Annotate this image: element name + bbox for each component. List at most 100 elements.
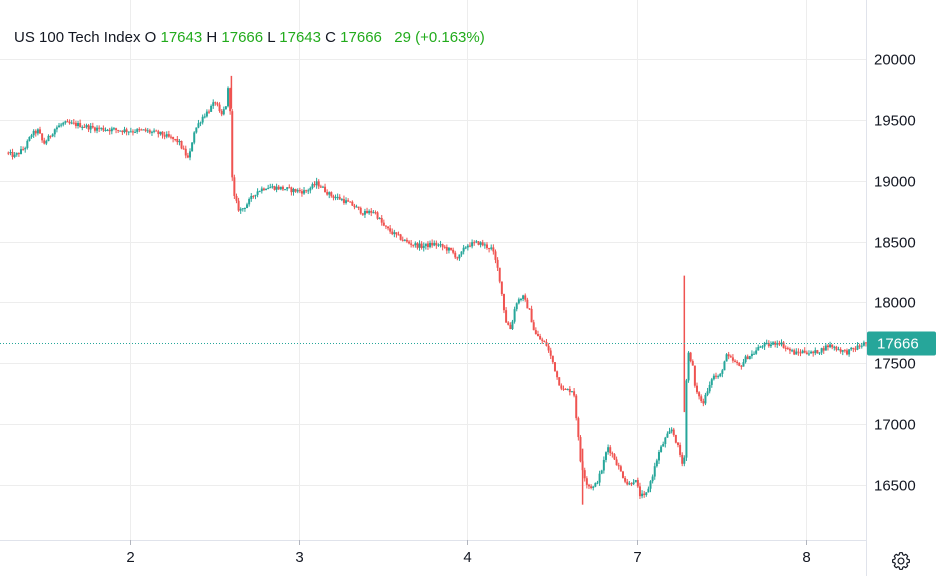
candle-body [641, 493, 644, 497]
candle-body [502, 294, 505, 311]
candle-body [334, 197, 337, 199]
candle-body [142, 129, 145, 131]
candle-body [841, 350, 844, 352]
candle-body [199, 122, 202, 124]
candle-body [462, 247, 465, 252]
candle-body [483, 244, 486, 246]
candle-body [615, 459, 618, 466]
candle-body [645, 492, 648, 495]
candle-body [657, 452, 660, 461]
y-tick-label: 19000 [874, 174, 916, 191]
candle-body [296, 190, 299, 192]
candle-body [534, 330, 537, 335]
candle-body [288, 187, 291, 189]
x-tick-label: 8 [802, 549, 810, 566]
candle-body [632, 482, 635, 485]
candle-body [87, 125, 90, 130]
candle-body [528, 308, 531, 310]
candle-body [134, 131, 137, 133]
candle-body [858, 345, 861, 347]
candle-body [736, 361, 739, 363]
candle-body [513, 309, 516, 322]
candle-body [233, 177, 236, 196]
candle-body [473, 242, 476, 244]
candle-body [305, 190, 308, 192]
candle-body [477, 241, 480, 245]
candle-body [391, 231, 394, 235]
candle-body [254, 194, 257, 197]
candle-body [410, 243, 413, 245]
candle-body [590, 486, 593, 488]
candle-body [558, 377, 561, 386]
candle-body [672, 429, 675, 435]
candle-body [81, 126, 84, 128]
candle-body [519, 298, 522, 300]
candle-body [452, 249, 455, 253]
candle-body [744, 356, 747, 363]
candle-body [479, 242, 482, 245]
candle-body [256, 191, 259, 195]
candle-body [600, 470, 603, 474]
y-tick-label: 16500 [874, 478, 916, 495]
candle-body [824, 345, 827, 351]
candle-body [281, 186, 284, 190]
low-label: L [267, 29, 276, 46]
candle-body [300, 191, 303, 194]
candle-body [543, 340, 546, 343]
candle-body [509, 324, 512, 330]
candle-body [769, 344, 772, 347]
candle-body [49, 135, 52, 137]
candle-body [349, 201, 352, 203]
candle-body [598, 473, 601, 483]
candle-body [53, 129, 56, 135]
candle-body [176, 138, 179, 143]
candle-body [248, 199, 251, 205]
axes: 20000 19500 19000 18500 18000 17500 17000 16500… [126, 52, 915, 567]
candle-body [604, 452, 607, 460]
candle-body [208, 111, 211, 113]
x-tick-label: 2 [126, 549, 134, 566]
candle-body [454, 252, 457, 258]
candle-body [624, 477, 627, 482]
candle-body [229, 88, 232, 112]
candle-body [715, 375, 718, 377]
candle-body [740, 365, 743, 367]
candle-body [326, 192, 329, 195]
candle-series [7, 75, 867, 505]
candle-body [556, 371, 559, 378]
candle-body [216, 103, 219, 105]
candle-body [408, 241, 411, 244]
candle-body [252, 195, 255, 197]
candle-body [43, 140, 46, 144]
candle-body [748, 356, 751, 360]
candle-body [687, 352, 690, 381]
candle-body [617, 465, 620, 467]
candle-body [79, 123, 82, 128]
candle-body [184, 148, 187, 156]
candle-body [507, 322, 510, 325]
candle-body [464, 247, 467, 249]
candle-body [564, 389, 567, 391]
candle-body [191, 142, 194, 152]
candle-body [494, 251, 497, 260]
candle-body [549, 350, 552, 356]
candle-body [144, 129, 147, 131]
close-value: 17666 [340, 29, 382, 46]
candle-body [721, 370, 724, 374]
candle-body [562, 388, 565, 390]
gear-icon[interactable] [890, 550, 912, 572]
candle-body [265, 188, 268, 190]
candle-body [592, 486, 595, 488]
candle-body [163, 135, 166, 137]
y-tick-label: 18000 [874, 295, 916, 312]
candle-body [628, 483, 631, 485]
last-price-tag [867, 331, 936, 356]
candle-body [11, 152, 14, 157]
candle-body [197, 123, 200, 128]
candle-body [47, 135, 50, 142]
candle-body [475, 241, 478, 243]
candle-body [112, 128, 115, 130]
candle-body [515, 303, 518, 310]
